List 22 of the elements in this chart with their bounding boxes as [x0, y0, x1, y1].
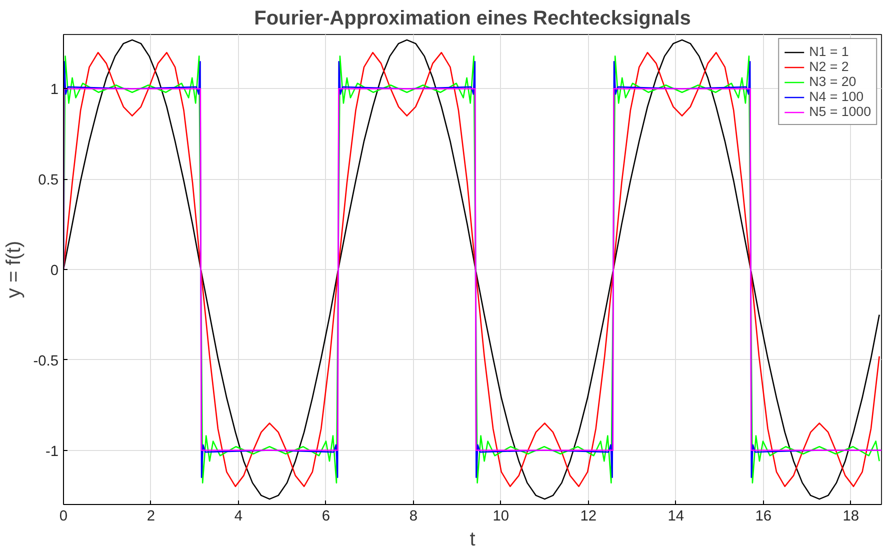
- y-tick-label: 0: [50, 263, 59, 279]
- x-tick-label: 12: [580, 508, 597, 524]
- y-axis-title: y = f(t): [3, 240, 26, 298]
- y-tick-label: -0.5: [33, 353, 59, 370]
- y-tick-label: -1: [45, 444, 59, 460]
- x-tick-label: 8: [409, 508, 418, 524]
- legend-label: N5 = 1000: [809, 104, 871, 119]
- y-tick-label: 0.5: [38, 172, 58, 189]
- x-tick-label: 16: [755, 508, 772, 524]
- legend-label: N3 = 20: [809, 74, 856, 89]
- x-tick-label: 4: [234, 508, 243, 524]
- legend-label: N1 = 1: [809, 44, 849, 59]
- x-axis-title: t: [470, 528, 476, 550]
- x-tick-label: 14: [668, 508, 684, 524]
- x-tick-label: 10: [492, 508, 510, 524]
- y-tick-label: 1: [50, 82, 59, 98]
- x-tick-label: 6: [322, 508, 330, 524]
- legend-label: N2 = 2: [809, 59, 849, 74]
- x-tick-label: 2: [146, 508, 156, 524]
- x-tick-label: 18: [842, 508, 860, 524]
- legend-label: N4 = 100: [809, 89, 864, 104]
- chart-title: Fourier-Approximation eines Rechtecksignals: [254, 8, 691, 30]
